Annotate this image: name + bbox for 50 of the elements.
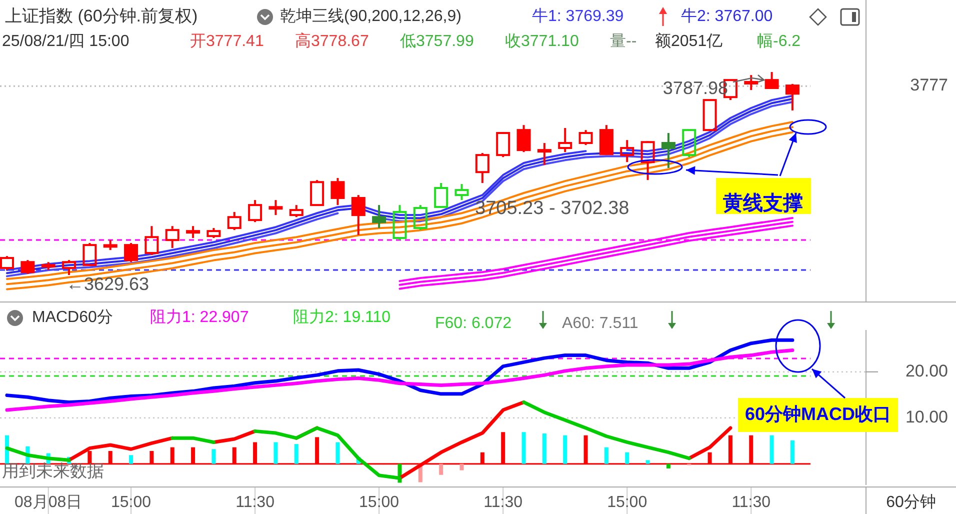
text: 收3771.10	[505, 33, 579, 50]
text: 额2051亿	[655, 32, 723, 50]
bar	[770, 435, 774, 464]
text: 量--	[610, 33, 637, 50]
ref-line-label: 阻力2: 19.110	[293, 308, 391, 326]
annotation: ←3629.63	[66, 274, 150, 294]
text: 60分钟	[886, 494, 936, 512]
text: 低3757.99	[400, 33, 474, 50]
x-tick-label: 15:00	[359, 494, 400, 512]
annotation: 60分钟MACD收口	[744, 404, 892, 424]
line-series	[5, 338, 794, 404]
bar	[625, 452, 630, 464]
chart-title: MACD60分	[32, 309, 113, 326]
text: 牛2: 3767.00	[681, 7, 773, 26]
bar	[522, 432, 526, 464]
text: 牛1: 3769.39	[532, 7, 624, 26]
bar	[439, 464, 444, 475]
candlestick	[661, 132, 676, 169]
bar	[563, 435, 568, 464]
bar	[542, 433, 546, 464]
ref-line-label: 阻力1: 22.907	[150, 308, 249, 326]
bar	[460, 464, 464, 470]
y-tick-label: 20.00	[905, 361, 948, 380]
x-tick-label: 15:00	[607, 494, 648, 512]
y-tick-label: 10.00	[905, 407, 948, 426]
text: 乾坤三线(90,200,12,26,9)	[280, 7, 462, 26]
annotation: F60: 6.072	[435, 315, 512, 332]
bar	[274, 442, 278, 464]
annotation: 黄线支撑	[722, 192, 803, 214]
x-tick-label: 11:30	[484, 494, 523, 512]
text: 高3778.67	[295, 32, 369, 50]
bar	[646, 460, 650, 464]
annotation: A60: 7.511	[562, 315, 638, 332]
chart-title: 上证指数 (60分钟.前复权)	[5, 6, 198, 26]
x-tick-label: 11:30	[732, 494, 771, 512]
bar	[666, 464, 670, 468]
bar	[129, 455, 134, 464]
bar	[212, 449, 216, 464]
bar	[604, 447, 608, 464]
annotation: 用到未来数据	[2, 461, 104, 480]
bar	[790, 440, 794, 464]
text: 25/08/21/四 15:00	[2, 33, 130, 50]
x-tick-label: 11:30	[236, 494, 275, 512]
bar	[294, 444, 298, 464]
text: 开3777.41	[190, 33, 264, 50]
text: 3777	[910, 75, 948, 94]
bar	[336, 442, 340, 464]
text: 幅-6.2	[757, 33, 801, 50]
x-tick-label: 08月08日	[14, 494, 82, 512]
x-tick-label: 15:00	[110, 494, 152, 512]
